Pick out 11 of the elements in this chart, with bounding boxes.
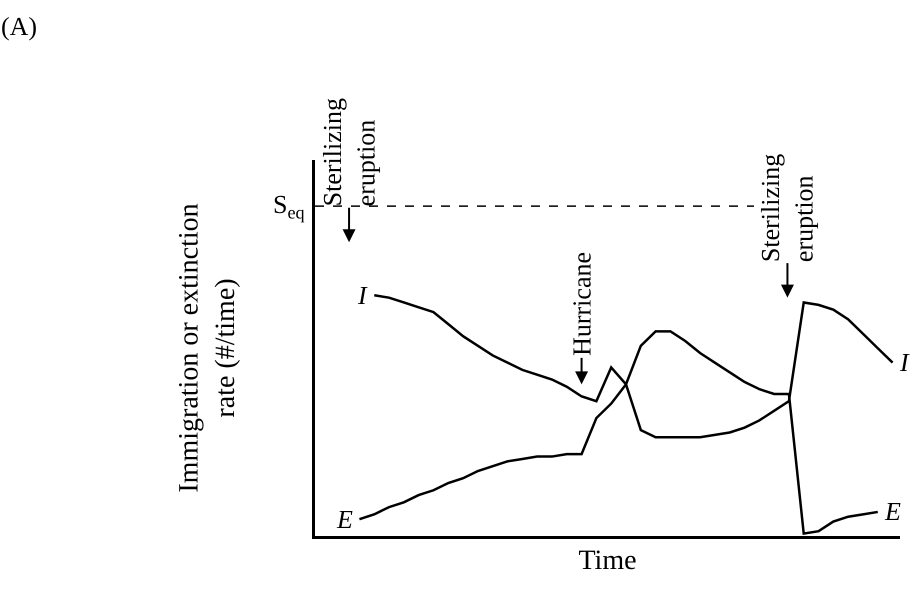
annotation: Hurricane (567, 252, 596, 356)
text: I (358, 281, 367, 310)
x-axis-title: Time (578, 544, 637, 576)
text: (A) (1, 12, 38, 41)
text: Sterilizing eruption (756, 154, 819, 262)
series-label: E (336, 505, 353, 534)
y-axis-title: Immigration or extinction rate (#/time) (174, 203, 241, 493)
text: Sterilizing eruption (318, 98, 381, 206)
series-label: I (899, 348, 910, 377)
text: E (885, 497, 901, 526)
ref-line-label: S$_{eq}$ (273, 190, 305, 222)
